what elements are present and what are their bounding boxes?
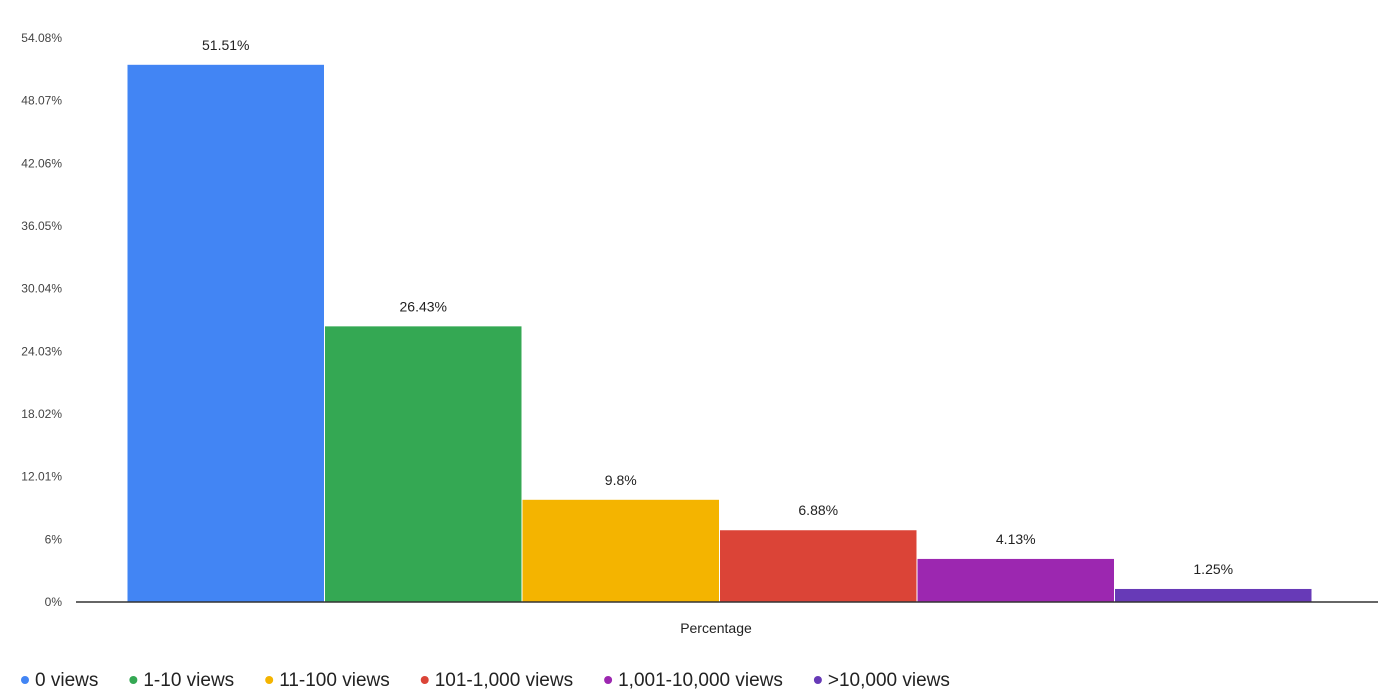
legend-item[interactable]: 11-100 views — [265, 670, 390, 691]
legend-marker — [265, 676, 274, 684]
data-labels: 51.51% 26.43% 9.8% 6.88% 4.13% 1.25% — [202, 37, 1233, 577]
legend-label: 101-1,000 views — [435, 670, 573, 691]
bar — [720, 530, 917, 602]
legend-marker — [129, 676, 138, 684]
y-tick-label: 6% — [45, 532, 63, 546]
bar — [917, 558, 1114, 602]
legend-item[interactable]: 1-10 views — [129, 670, 234, 691]
legend-item[interactable]: >10,000 views — [813, 670, 950, 691]
bar — [127, 64, 324, 603]
legend-label: >10,000 views — [828, 670, 950, 691]
bar — [1115, 588, 1312, 602]
legend-item[interactable]: 1,001-10,000 views — [604, 670, 783, 691]
legend-label: 11-100 views — [279, 670, 390, 691]
data-label: 4.13% — [996, 531, 1036, 547]
y-tick-label: 30.04% — [21, 282, 62, 296]
bar — [522, 499, 719, 602]
legend-label: 1-10 views — [143, 670, 234, 691]
y-tick-label: 48.07% — [21, 94, 62, 108]
y-tick-label: 18.02% — [21, 407, 62, 421]
x-axis-title: Percentage — [680, 620, 752, 636]
data-label: 1.25% — [1193, 561, 1233, 577]
y-tick-label: 12.01% — [21, 470, 62, 484]
y-tick-label: 42.06% — [21, 156, 62, 170]
legend-marker — [604, 676, 613, 684]
y-axis-ticks: 0% 6% 12.01% 18.02% 24.03% 30.04% 36.05% 42.06%… — [21, 31, 62, 609]
legend-item[interactable]: 101-1,000 views — [420, 670, 573, 691]
legend-marker — [21, 676, 29, 684]
data-label: 6.88% — [798, 502, 838, 518]
y-tick-label: 0% — [45, 595, 63, 609]
data-label: 26.43% — [400, 298, 447, 314]
data-label: 51.51% — [202, 37, 249, 53]
legend-marker — [813, 676, 822, 684]
legend: 0 views 1-10 views 11-100 views 101-1,000 v… — [21, 670, 950, 691]
legend-label: 1,001-10,000 views — [618, 670, 783, 691]
legend-item[interactable]: 0 views — [21, 670, 98, 691]
y-tick-label: 54.08% — [21, 31, 62, 45]
y-tick-label: 36.05% — [21, 219, 62, 233]
data-label: 9.8% — [605, 472, 637, 488]
y-tick-label: 24.03% — [21, 344, 62, 358]
bar — [325, 326, 522, 602]
legend-label: 0 views — [35, 670, 98, 691]
bars — [127, 64, 1312, 603]
legend-marker — [420, 676, 429, 684]
